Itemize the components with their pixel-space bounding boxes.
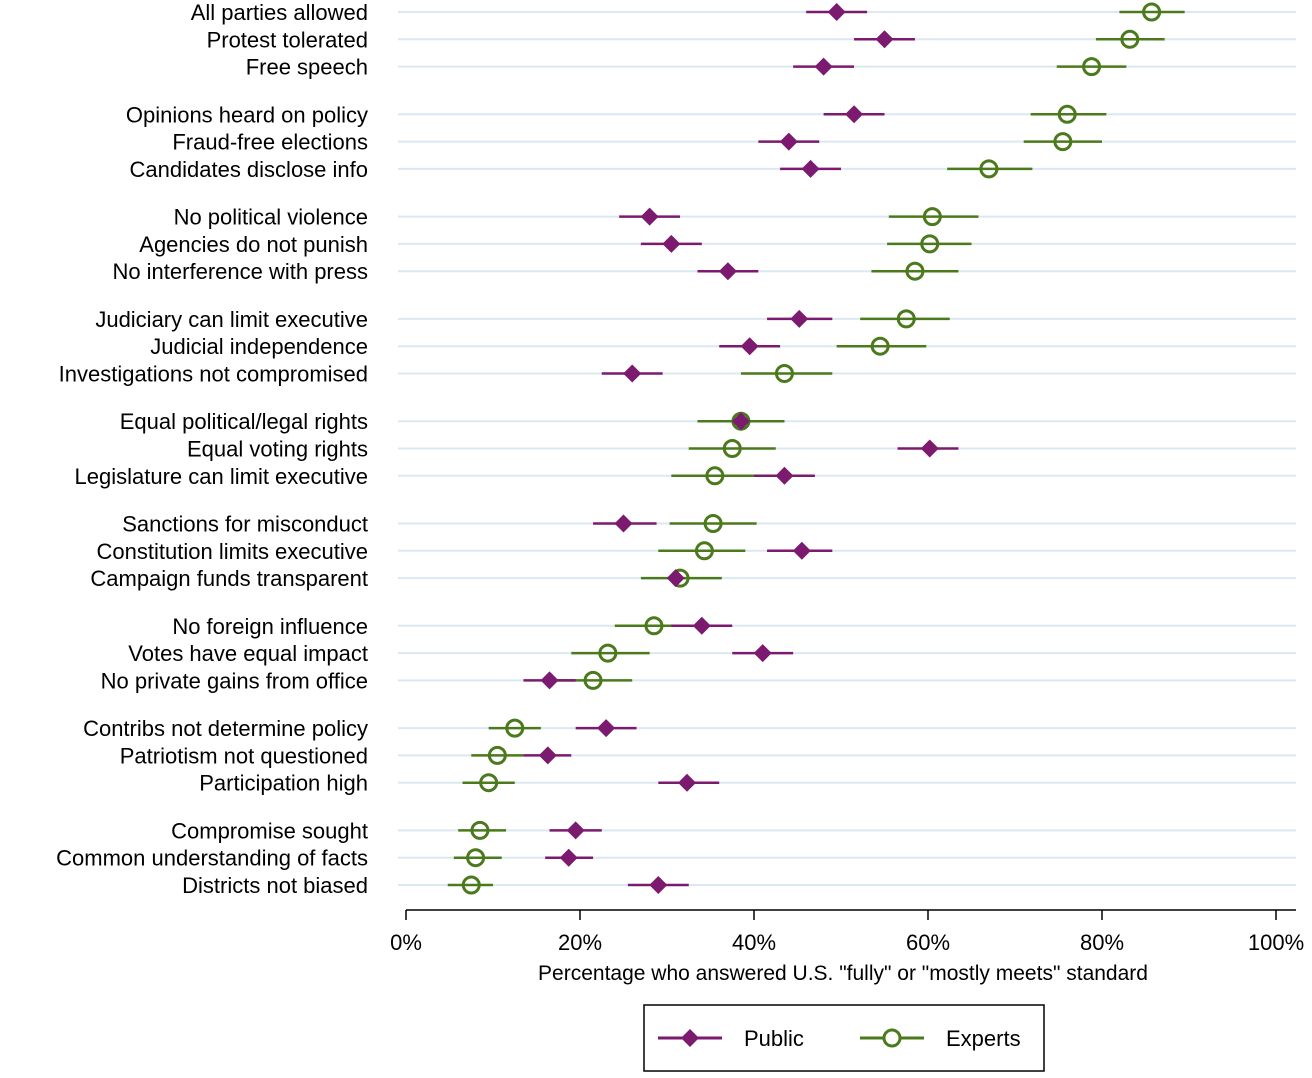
category-label: Opinions heard on policy (126, 102, 368, 127)
x-tick-label: 20% (558, 930, 602, 955)
category-label: Campaign funds transparent (90, 566, 368, 591)
category-label: No private gains from office (101, 668, 368, 693)
category-label: Patriotism not questioned (120, 743, 368, 768)
legend-public-diamond-icon (681, 1029, 699, 1047)
experts-point (722, 439, 742, 458)
experts-point (922, 207, 942, 227)
category-label: Equal political/legal rights (120, 409, 368, 434)
public-point (753, 644, 772, 663)
category-label: Equal voting rights (187, 437, 368, 462)
public-point (779, 132, 798, 151)
category-label: Participation high (199, 771, 368, 796)
experts-point (583, 670, 603, 690)
category-label: Free speech (246, 55, 368, 80)
public-point (731, 412, 750, 431)
category-label: Districts not biased (182, 873, 368, 898)
experts-point (1142, 2, 1162, 22)
x-axis-title: Percentage who answered U.S. "fully" or … (538, 962, 1148, 985)
category-label: Candidates disclose info (130, 157, 368, 182)
experts-point (896, 309, 916, 329)
experts-point (479, 773, 499, 793)
public-point (640, 207, 659, 226)
data-marks (447, 2, 1185, 895)
public-point (597, 719, 616, 738)
x-tick-label: 0% (390, 930, 422, 955)
public-point (875, 30, 894, 49)
public-point (662, 234, 681, 253)
public-point (814, 57, 833, 76)
experts-point (920, 234, 940, 254)
experts-point (979, 159, 999, 179)
public-point (566, 821, 585, 840)
experts-point (703, 514, 723, 533)
x-tick-label: 80% (1080, 930, 1124, 955)
public-point (623, 364, 642, 383)
category-label: Agencies do not punish (139, 232, 368, 257)
category-label: Sanctions for misconduct (122, 512, 368, 537)
category-label: All parties allowed (191, 0, 368, 25)
category-label: No foreign influence (172, 614, 368, 639)
public-point (920, 439, 939, 458)
experts-point (1053, 132, 1073, 152)
legend-public-label: Public (744, 1026, 804, 1051)
public-point (678, 773, 697, 792)
public-point (540, 671, 559, 690)
experts-point (466, 848, 486, 868)
legend-experts-label: Experts (946, 1026, 1021, 1051)
public-point (801, 159, 820, 178)
experts-point (1082, 57, 1102, 77)
category-label: Contribs not determine policy (83, 716, 368, 741)
experts-point (1057, 104, 1077, 124)
experts-point (870, 336, 890, 356)
public-point (559, 848, 578, 867)
experts-point (505, 718, 525, 738)
public-point (792, 541, 811, 560)
public-point (827, 3, 846, 21)
experts-point (461, 875, 481, 895)
x-tick-label: 100% (1248, 930, 1304, 955)
experts-point (1120, 29, 1140, 49)
category-label: Common understanding of facts (56, 846, 368, 871)
x-tick-label: 40% (732, 930, 776, 955)
x-tick-label: 60% (906, 930, 950, 955)
experts-point (644, 616, 664, 636)
public-point (845, 105, 864, 124)
category-label: No political violence (174, 205, 368, 230)
legend: Public Experts (643, 1004, 1045, 1072)
experts-point (694, 541, 714, 561)
public-point (649, 876, 668, 894)
experts-point (705, 466, 725, 486)
public-point (614, 514, 633, 533)
public-point (666, 569, 685, 588)
experts-point (470, 820, 490, 840)
category-label: Investigations not compromised (59, 362, 368, 387)
category-label: Fraud-free elections (172, 130, 368, 155)
category-label: Legislature can limit executive (75, 464, 368, 489)
legend-experts-circle-icon (882, 1028, 902, 1048)
experts-point (487, 745, 507, 765)
public-point (775, 466, 794, 485)
experts-point (905, 261, 925, 281)
public-point (740, 337, 759, 356)
public-point (692, 616, 711, 635)
grid-layer (398, 11, 1296, 886)
public-point (790, 309, 809, 328)
category-label: Judiciary can limit executive (95, 307, 368, 332)
legend-box (643, 1004, 1045, 1072)
public-point (538, 746, 557, 765)
public-point (718, 262, 737, 281)
category-label: Protest tolerated (207, 27, 368, 52)
experts-point (774, 364, 794, 383)
category-label: Constitution limits executive (97, 539, 368, 564)
category-label: Judicial independence (150, 334, 368, 359)
category-label: No interference with press (112, 259, 368, 284)
category-label: Compromise sought (171, 818, 368, 843)
x-axis: 0% 20% 40% 60% 80% 100% (390, 909, 1304, 955)
category-label: Votes have equal impact (128, 641, 368, 666)
experts-point (598, 643, 618, 663)
